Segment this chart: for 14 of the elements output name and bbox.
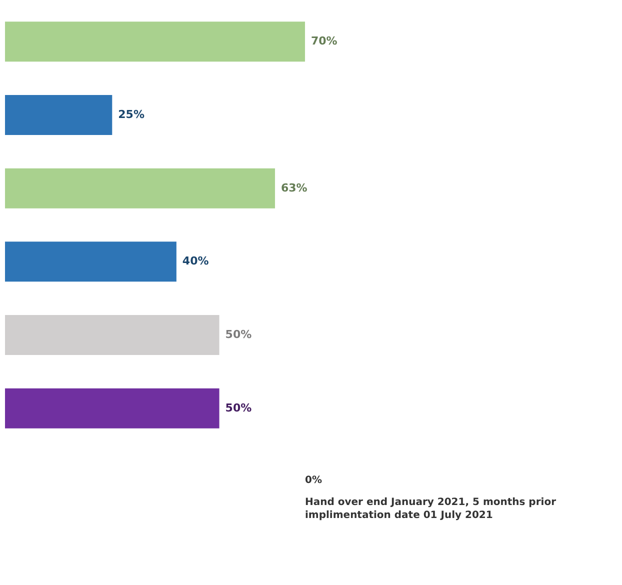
data-label: 50% [225,328,252,341]
bar [5,168,275,208]
data-label: 25% [118,108,144,121]
bar [5,242,176,282]
bar [5,22,305,62]
data-label: 50% [225,401,252,414]
text: 0% [305,475,322,486]
bar [5,315,220,355]
data-label: 40% [182,254,209,268]
bar [5,95,112,135]
data-label: 63% [281,181,308,194]
bar [5,388,220,428]
data-label: 70% [311,34,338,48]
text: Hand over end January 2021, 5 months prior implimentation date 01 July 2021 [305,497,556,521]
